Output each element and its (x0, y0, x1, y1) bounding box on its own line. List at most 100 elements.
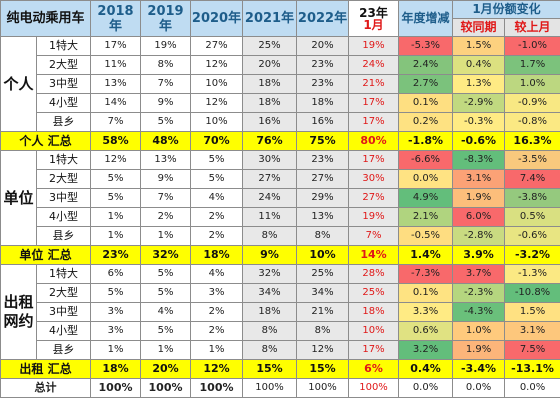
value-cell: 8% (296, 226, 350, 246)
value-cell: 3% (90, 321, 142, 341)
total-cell: 0.0% (398, 378, 454, 398)
value-cell: 1.5% (452, 36, 506, 56)
col-2023-label: 23年 (359, 5, 388, 20)
value-cell: -2.9% (452, 93, 506, 113)
value-cell: 1.9% (452, 188, 506, 208)
segment-label: 1特大 (35, 264, 92, 284)
value-cell: -1.3% (504, 264, 560, 284)
segment-label: 县乡 (35, 340, 92, 360)
subtotal-cell: 18% (190, 245, 244, 265)
value-cell: -3.5% (504, 150, 560, 170)
value-cell: 32% (242, 264, 298, 284)
value-cell: 12% (296, 340, 350, 360)
table-row: 县乡 1% 1% 1% 8% 12% 17% 3.2% 1.9% 7.5% (1, 340, 560, 360)
value-cell: 5% (140, 321, 192, 341)
value-cell: 2.4% (398, 55, 454, 75)
value-cell: 18% (348, 302, 400, 322)
value-cell: 1.3% (452, 74, 506, 94)
table-row: 4小型 14% 9% 12% 18% 18% 17% 0.1% -2.9% -0.9% (1, 93, 560, 113)
segment-label: 2大型 (35, 55, 92, 75)
subtotal-cell: 15% (242, 359, 298, 379)
value-cell: 12% (90, 150, 142, 170)
total-row: 总计 100% 100% 100% 100% 100% 100% 0.0% 0.0% 0.0% (0, 378, 560, 398)
total-cell: 100% (242, 378, 298, 398)
table-row: 县乡 7% 5% 10% 16% 16% 17% 0.2% -0.3% -0.8% (1, 112, 560, 132)
subtotal-cell: 12% (190, 359, 244, 379)
value-cell: 1.0% (452, 321, 506, 341)
value-cell: 19% (348, 36, 400, 56)
value-cell: 10% (190, 74, 244, 94)
value-cell: 1.9% (452, 340, 506, 360)
subtotal-cell: 32% (140, 245, 192, 265)
table-row: 4小型 3% 5% 2% 8% 8% 10% 0.6% 1.0% 3.1% (1, 321, 560, 341)
value-cell: 25% (296, 264, 350, 284)
value-cell: 27% (190, 36, 244, 56)
segment-label: 县乡 (35, 226, 92, 246)
subtotal-label: 单位 汇总 (0, 245, 92, 265)
col-2019: 2019年 (140, 0, 192, 37)
total-cell: 0.0% (452, 378, 506, 398)
segment-label: 3中型 (35, 74, 92, 94)
col-2021: 2021年 (242, 0, 298, 37)
subtotal-cell: 80% (348, 131, 400, 151)
segment-label: 3中型 (35, 302, 92, 322)
value-cell: 4.9% (398, 188, 454, 208)
subtotal-cell: 70% (190, 131, 244, 151)
segment-label: 4小型 (35, 93, 92, 113)
table-title: 纯电动乘用车 (0, 0, 92, 37)
col-yoy: 较同期 (453, 19, 506, 36)
subtotal-cell: 0.4% (398, 359, 454, 379)
table-row: 个人 1特大 17% 19% 27% 25% 20% 19% -5.3% 1.5% -1.0% (0, 36, 560, 132)
value-cell: -0.8% (504, 112, 560, 132)
value-cell: 1% (90, 226, 142, 246)
segment-label: 1特大 (35, 36, 92, 56)
value-cell: 1.5% (504, 302, 560, 322)
value-cell: -0.9% (504, 93, 560, 113)
header-row: 纯电动乘用车 2018年 2019年 2020年 2021年 2022年 23年… (0, 0, 560, 37)
subtotal-row: 单位 汇总 23% 32% 18% 9% 10% 14% 1.4% 3.9% -3.2% (0, 245, 560, 265)
table-row: 4小型 1% 2% 2% 11% 13% 19% 2.1% 6.0% 0.5% (1, 207, 560, 227)
value-cell: -1.0% (504, 36, 560, 56)
value-cell: 2% (190, 207, 244, 227)
value-cell: 20% (296, 36, 350, 56)
col-2022: 2022年 (296, 0, 350, 37)
col-2023-jan: 23年 1月 (348, 0, 400, 37)
value-cell: 8% (242, 321, 298, 341)
segment-label: 4小型 (35, 321, 92, 341)
value-cell: 2% (190, 321, 244, 341)
value-cell: 11% (90, 55, 142, 75)
value-cell: 14% (90, 93, 142, 113)
value-cell: 13% (296, 207, 350, 227)
value-cell: 7% (90, 112, 142, 132)
value-cell: -0.3% (452, 112, 506, 132)
value-cell: 13% (140, 150, 192, 170)
subtotal-cell: -1.8% (398, 131, 454, 151)
value-cell: -7.3% (398, 264, 454, 284)
total-cell: 100% (190, 378, 244, 398)
value-cell: 4% (190, 264, 244, 284)
value-cell: 7% (140, 74, 192, 94)
segment-label: 4小型 (35, 207, 92, 227)
subtotal-cell: 10% (296, 245, 350, 265)
value-cell: -2.3% (452, 283, 506, 303)
value-cell: 2% (190, 226, 244, 246)
value-cell: 23% (296, 55, 350, 75)
subtotal-cell: 75% (296, 131, 350, 151)
value-cell: 0.5% (504, 207, 560, 227)
value-cell: 2% (140, 207, 192, 227)
category-label: 个人 (0, 36, 37, 132)
subtotal-cell: 9% (242, 245, 298, 265)
value-cell: 1% (140, 226, 192, 246)
segment-label: 2大型 (35, 169, 92, 189)
subtotal-cell: -3.4% (452, 359, 506, 379)
value-cell: 4% (190, 188, 244, 208)
value-cell: 7.5% (504, 340, 560, 360)
value-cell: 0.1% (398, 283, 454, 303)
value-cell: 23% (296, 74, 350, 94)
value-cell: 25% (348, 283, 400, 303)
subtotal-cell: 48% (140, 131, 192, 151)
value-cell: 6% (90, 264, 142, 284)
value-cell: -8.3% (452, 150, 506, 170)
value-cell: 1.7% (504, 55, 560, 75)
value-cell: 0.2% (398, 112, 454, 132)
